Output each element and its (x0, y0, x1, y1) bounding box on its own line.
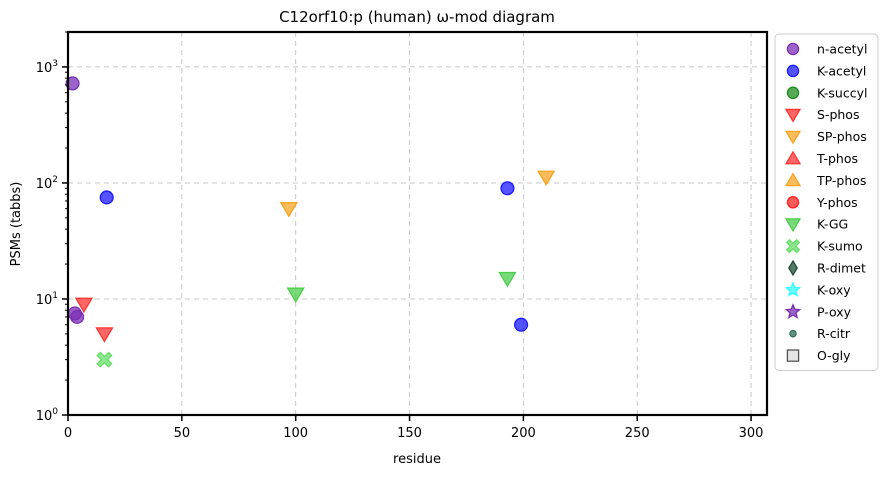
legend: n-acetyl K-acetyl K-succyl S-phos SP-phos T-p… (774, 33, 879, 371)
legend-marker-Y-phos (786, 196, 800, 209)
legend-marker-K-GG (784, 218, 802, 233)
x-tick-label: 300 (739, 426, 764, 441)
data-point-SP-phos (537, 170, 556, 187)
data-point-SP-phos (279, 202, 298, 218)
legend-label: K-acetyl (817, 63, 866, 78)
y-axis: 100 101 102 103 (36, 31, 68, 424)
legend-marker-SP-phos (784, 130, 802, 145)
legend-box (774, 33, 879, 371)
legend-marker-TP-phos (784, 172, 802, 187)
legend-marker-K-acetyl (786, 64, 800, 78)
legend-label: n-acetyl (817, 42, 867, 57)
legend-label: SP-phos (817, 129, 867, 144)
legend-label: K-GG (817, 217, 848, 232)
legend-label: K-succyl (817, 85, 867, 100)
legend-label: K-oxy (817, 282, 851, 297)
legend-marker-P-oxy (784, 303, 802, 319)
x-tick-label: 0 (64, 426, 72, 441)
data-point-K-GG (286, 287, 305, 304)
legend-marker-R-dimet (788, 259, 798, 277)
chart-title: C12orf10:p (human) ω-mod diagram (279, 8, 555, 26)
data-point-n-acetyl (70, 309, 85, 324)
legend-marker-T-phos (784, 150, 802, 165)
y-tick-label: 102 (36, 175, 58, 192)
legend-label: O-gly (817, 348, 851, 363)
x-axis: 0 50 100 150 200 250 300 (64, 415, 764, 441)
x-axis-label: residue (393, 452, 441, 467)
x-tick-label: 250 (625, 426, 650, 441)
legend-label: Y-phos (816, 195, 858, 210)
legend-marker-K-oxy (784, 281, 802, 297)
legend-marker-O-gly (786, 349, 800, 362)
legend-marker-K-sumo (785, 238, 801, 254)
data-point-K-GG (498, 271, 517, 288)
legend-label: P-oxy (817, 304, 852, 319)
legend-label: TP-phos (816, 173, 866, 188)
x-tick-label: 150 (397, 426, 422, 441)
y-tick-label: 101 (36, 291, 58, 308)
data-points (65, 76, 556, 368)
plot-frame (66, 30, 769, 417)
data-point-K-acetyl (500, 181, 515, 196)
x-tick-label: 100 (283, 426, 308, 441)
data-point-n-acetyl (65, 76, 80, 91)
data-point-K-acetyl (514, 317, 529, 332)
legend-label: T-phos (816, 151, 858, 166)
x-tick-label: 200 (511, 426, 536, 441)
legend-marker-R-citr (789, 329, 797, 338)
legend-marker-S-phos (784, 108, 802, 123)
data-point-S-phos (74, 297, 94, 314)
legend-label: K-sumo (817, 239, 863, 254)
x-tick-label: 50 (174, 426, 191, 441)
data-point-K-acetyl (99, 190, 114, 205)
legend-label: R-citr (817, 326, 851, 341)
y-axis-label: PSMs (tabbs) (9, 182, 24, 267)
data-point-K-sumo (96, 351, 113, 368)
legend-label: R-dimet (817, 261, 866, 276)
legend-marker-n-acetyl (786, 42, 800, 56)
y-tick-label: 100 (36, 407, 59, 424)
data-point-S-phos (95, 327, 114, 343)
y-tick-label: 103 (36, 59, 58, 76)
legend-marker-K-succyl (786, 86, 800, 100)
grid (67, 32, 767, 416)
legend-label: S-phos (817, 107, 859, 122)
